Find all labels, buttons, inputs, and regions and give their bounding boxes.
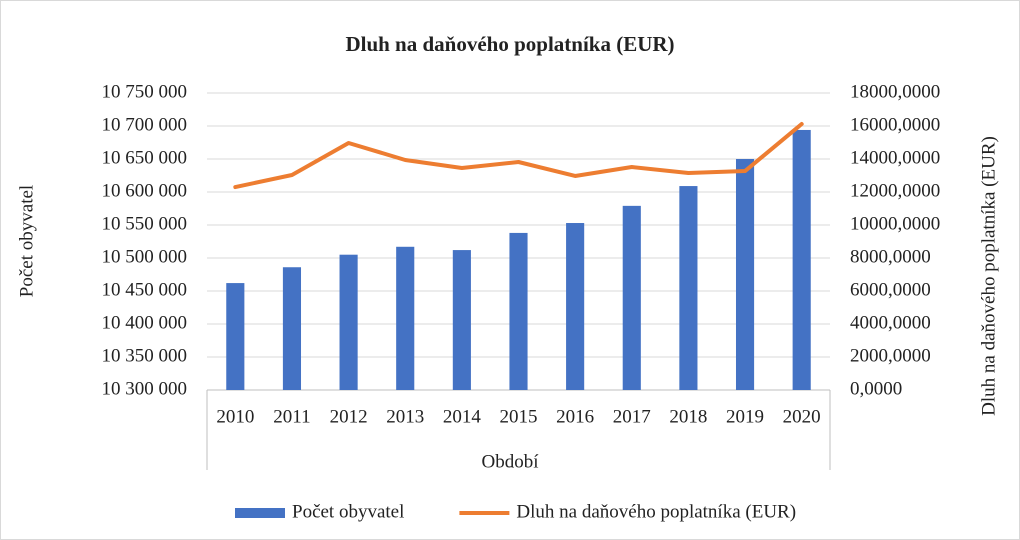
y2-tick-label: 0,0000 (850, 378, 902, 399)
line (233, 122, 804, 190)
x-tick-label: 2011 (273, 406, 310, 427)
y-tick-label: 10 500 000 (102, 246, 188, 267)
y-tick-label: 10 700 000 (102, 114, 188, 135)
x-tick-label: 2019 (726, 406, 764, 427)
y-tick-label: 10 750 000 (102, 81, 188, 102)
bar (509, 232, 528, 390)
x-tick-label: 2010 (216, 406, 254, 427)
chart-title: Dluh na daňového poplatníka (EUR) (345, 32, 674, 56)
bar (566, 223, 585, 390)
y-tick-label: 10 600 000 (102, 180, 188, 201)
y-axis-label: Počet obyvatel (16, 185, 37, 297)
y2-tick-label: 16000,0000 (850, 114, 940, 135)
x-tick-label: 2020 (783, 406, 821, 427)
bar (735, 159, 755, 390)
legend-label: Dluh na daňového poplatníka (EUR) (516, 501, 796, 522)
y2-tick-label: 10000,0000 (850, 213, 940, 234)
bar (452, 250, 471, 390)
x-tick-label: 2012 (330, 406, 368, 427)
y2-tick-label: 18000,0000 (850, 81, 940, 102)
x-tick-label: 2018 (669, 406, 707, 427)
bar (282, 267, 302, 390)
bar (339, 254, 358, 390)
x-tick-label: 2015 (500, 406, 538, 427)
y2-tick-label: 12000,0000 (850, 180, 940, 201)
y2-tick-label: 8000,0000 (850, 246, 931, 267)
x-tick-label: 2014 (443, 406, 482, 427)
y2-tick-label: 2000,0000 (850, 345, 931, 366)
bar (679, 186, 698, 390)
y2-tick-label: 14000,0000 (850, 147, 940, 168)
x-tick-label: 2017 (613, 406, 651, 427)
y2-tick-label: 4000,0000 (850, 312, 931, 333)
y2-axis-label: Dluh na daňového poplatníka (EUR) (978, 136, 999, 416)
legend-label: Počet obyvatel (292, 501, 404, 522)
x-tick-label: 2016 (556, 406, 594, 427)
y2-tick-label: 6000,0000 (850, 279, 931, 300)
y-tick-label: 10 350 000 (102, 345, 188, 366)
bar (792, 129, 811, 390)
y-tick-label: 10 400 000 (102, 312, 188, 333)
bar (622, 205, 641, 390)
y-tick-label: 10 300 000 (102, 378, 188, 399)
bar (396, 246, 415, 390)
bar (226, 283, 245, 390)
x-tick-label: 2013 (386, 406, 424, 427)
x-axis-label: Období (482, 451, 540, 472)
y-tick-label: 10 650 000 (102, 147, 188, 168)
y-tick-label: 10 450 000 (102, 279, 188, 300)
y-tick-label: 10 550 000 (102, 213, 188, 234)
legend-swatch (235, 508, 285, 518)
